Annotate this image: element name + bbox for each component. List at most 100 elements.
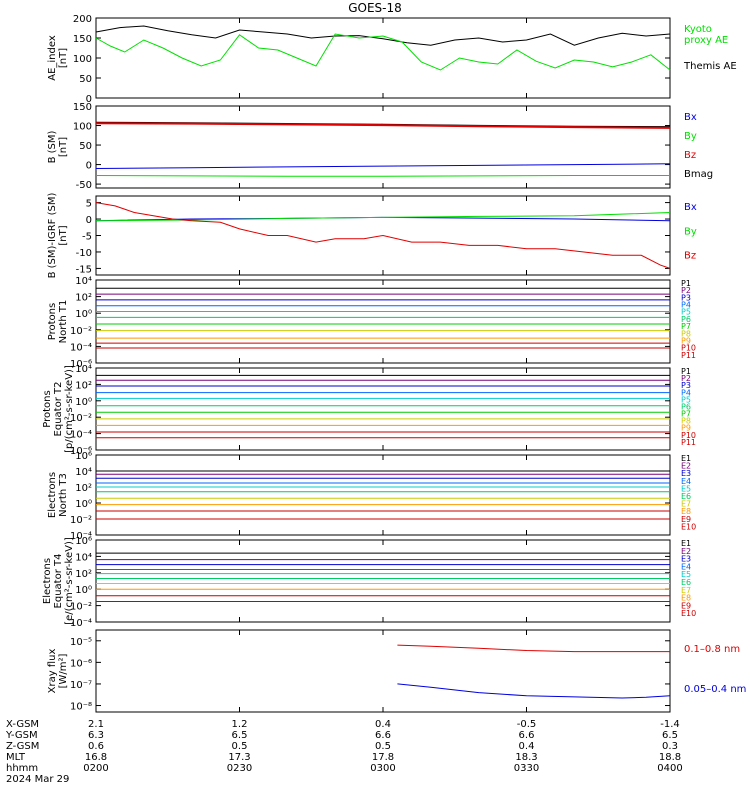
channel-legend-label: P9	[681, 424, 691, 433]
channel-legend-label: P11	[681, 438, 696, 447]
channel-legend-label: P3	[681, 381, 691, 390]
ephemeris-value: 1.2	[232, 719, 248, 730]
y-tick-label: 10⁴	[75, 467, 92, 478]
series-line	[95, 202, 671, 269]
channel-legend-label: E2	[681, 547, 691, 556]
y-tick-label: 10⁻⁸	[70, 702, 92, 713]
y-axis-label: [e/(cm²-s-sr-keV)]	[64, 537, 75, 625]
ephemeris-value: -0.5	[517, 719, 537, 730]
y-tick-label: 10⁶	[75, 451, 92, 462]
y-tick-label: 10⁻²	[70, 602, 92, 613]
ephemeris-row-label: hhmm	[6, 763, 38, 774]
y-tick-label: 10⁻⁴	[70, 342, 92, 353]
channel-legend-label: P10	[681, 344, 696, 353]
series-line	[95, 212, 671, 222]
ephemeris-value: 18.8	[659, 752, 681, 763]
ephemeris-value: 17.3	[228, 752, 250, 763]
legend-label: Themis AE	[683, 61, 737, 72]
channel-legend-label: E5	[681, 484, 691, 493]
ephemeris-row-label: Y-GSM	[5, 730, 38, 741]
ephemeris-row-label: MLT	[6, 752, 26, 763]
y-tick-label: 10⁻²	[70, 326, 92, 337]
legend-label: Kyoto	[684, 24, 712, 35]
channel-legend-label: E8	[681, 507, 691, 516]
ephemeris-value: 6.5	[662, 730, 678, 741]
legend-label: By	[684, 226, 697, 237]
channel-legend-label: P1	[681, 279, 691, 288]
ephemeris-value: 0.3	[662, 741, 678, 752]
legend-label: 0.1–0.8 nm	[684, 644, 740, 655]
y-tick-label: 10⁻⁴	[70, 531, 92, 542]
channel-legend-label: E9	[681, 601, 691, 610]
ephemeris-value: 0.5	[232, 741, 248, 752]
ephemeris-value: 6.6	[519, 730, 535, 741]
channel-legend-label: P4	[681, 301, 691, 310]
y-axis-label: Xray flux	[47, 649, 58, 694]
ephemeris-value: 0300	[370, 763, 395, 774]
y-tick-label: -10	[76, 248, 92, 259]
ephemeris-value: 17.8	[372, 752, 394, 763]
channel-legend-label: E2	[681, 462, 691, 471]
channel-legend-label: E10	[681, 609, 696, 618]
series-line	[397, 683, 671, 699]
y-axis-label: B (SM)	[47, 130, 58, 163]
panel-frame	[95, 539, 671, 623]
channel-legend-label: P2	[681, 374, 691, 383]
channel-legend-label: P10	[681, 431, 696, 440]
legend-label: proxy AE	[684, 35, 728, 46]
legend-label: Bmag	[684, 169, 713, 180]
channel-legend-label: E6	[681, 578, 691, 587]
channel-legend-label: P11	[681, 351, 696, 360]
legend-label: Bz	[684, 251, 696, 262]
y-tick-label: 0	[86, 161, 92, 172]
ephemeris-value: -1.4	[660, 719, 680, 730]
y-tick-label: -15	[76, 264, 92, 275]
channel-legend-label: P5	[681, 308, 691, 317]
ephemeris-row-label: X-GSM	[6, 719, 39, 730]
channel-legend-label: E6	[681, 492, 691, 501]
legend-label: By	[684, 131, 697, 142]
ephemeris-value: 6.3	[88, 730, 104, 741]
ephemeris-value: 16.8	[85, 752, 107, 763]
y-axis-label: North T1	[58, 300, 69, 344]
panel-frame	[95, 279, 671, 364]
y-tick-label: 10⁻⁴	[70, 618, 92, 629]
channel-legend-label: E1	[681, 539, 691, 548]
series-line	[95, 163, 671, 169]
y-tick-label: 10⁴	[75, 552, 92, 563]
y-axis-label: [nT]	[58, 225, 69, 245]
ephemeris-value: 2.1	[88, 719, 104, 730]
ephemeris-value: 0.4	[375, 719, 391, 730]
y-tick-label: 10⁻²	[70, 413, 92, 424]
y-tick-label: 10⁻⁶	[70, 446, 92, 457]
y-tick-label: 10⁴	[75, 276, 92, 287]
y-tick-label: 5	[86, 199, 92, 210]
y-tick-label: 10²	[75, 380, 92, 391]
y-axis-label: Electrons	[47, 472, 58, 518]
panel-frame	[95, 629, 671, 713]
series-line	[95, 175, 670, 177]
y-tick-label: 0	[86, 215, 92, 226]
channel-legend-label: P7	[681, 322, 691, 331]
ephemeris-value: 0.5	[375, 741, 391, 752]
ephemeris-value: 0330	[514, 763, 539, 774]
channel-legend-label: P6	[681, 315, 691, 324]
y-axis-label: North T3	[58, 473, 69, 517]
y-tick-label: 10⁰	[75, 309, 92, 320]
series-line	[397, 644, 670, 653]
ephemeris-value: 0230	[227, 763, 252, 774]
y-tick-label: 10⁻²	[70, 515, 92, 526]
y-tick-label: 10²	[75, 569, 92, 580]
channel-legend-label: E5	[681, 570, 691, 579]
y-axis-label: AE_index	[47, 35, 58, 81]
channel-legend-label: E9	[681, 515, 691, 524]
legend-label: Bx	[684, 112, 697, 123]
channel-legend-label: E1	[681, 454, 691, 463]
channel-legend-label: E7	[681, 500, 691, 509]
channel-legend-label: E3	[681, 555, 691, 564]
ephemeris-value: 0.4	[519, 741, 535, 752]
y-tick-label: 150	[73, 34, 92, 45]
series-line	[95, 33, 671, 71]
ephemeris-value: 0400	[657, 763, 682, 774]
